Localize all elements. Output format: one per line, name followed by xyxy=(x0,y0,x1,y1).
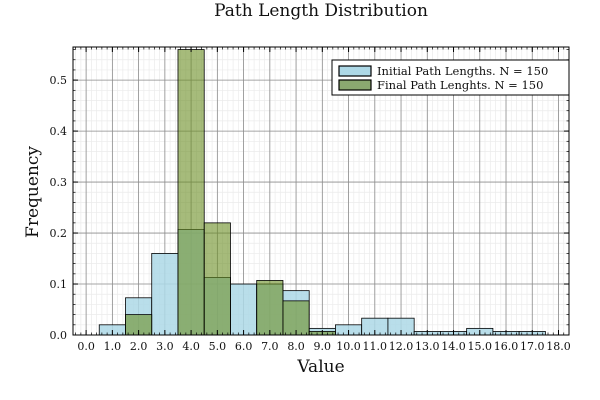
bar-initial xyxy=(230,283,258,336)
bar-final xyxy=(177,49,205,336)
x-tick-label: 12.0 xyxy=(389,340,414,353)
x-tick-label: 10.0 xyxy=(336,340,361,353)
x-tick-label: 15.0 xyxy=(468,340,493,353)
chart-title: Path Length Distribution xyxy=(214,1,428,21)
y-tick-label: 0.1 xyxy=(50,278,68,291)
x-axis-label: Value xyxy=(296,357,344,377)
y-axis-label: Frequency xyxy=(23,146,43,238)
x-tick-label: 11.0 xyxy=(363,340,388,353)
x-tick-label: 2.0 xyxy=(130,340,148,353)
y-tick-label: 0.0 xyxy=(50,329,68,342)
x-tick-label: 0.0 xyxy=(77,340,95,353)
x-tick-label: 13.0 xyxy=(415,340,440,353)
bar-initial xyxy=(151,253,179,336)
x-tick-label: 6.0 xyxy=(235,340,253,353)
y-tick-label: 0.2 xyxy=(50,227,68,240)
legend-swatch-initial xyxy=(338,65,372,77)
bar-final xyxy=(256,280,284,336)
x-tick-label: 1.0 xyxy=(104,340,122,353)
x-tick-label: 18.0 xyxy=(546,340,571,353)
x-tick-label: 17.0 xyxy=(520,340,545,353)
legend-label-initial: Initial Path Lengths. N = 150 xyxy=(377,64,548,78)
x-tick-label: 5.0 xyxy=(209,340,227,353)
x-tick-label: 16.0 xyxy=(494,340,519,353)
axis-ticks: 0.0 1.0 2.0 3.0 4.0 5.0 6.0 7.0 8.0 9.0 10.0 11.0 12… xyxy=(50,47,571,353)
x-tick-label: 7.0 xyxy=(261,340,279,353)
y-tick-label: 0.5 xyxy=(50,74,68,87)
x-tick-label: 8.0 xyxy=(287,340,305,353)
x-tick-label: 4.0 xyxy=(182,340,200,353)
x-tick-label: 14.0 xyxy=(441,340,466,353)
legend: Initial Path Lengths. N = 150 Final Path… xyxy=(331,59,570,96)
x-tick-label: 3.0 xyxy=(156,340,174,353)
y-tick-label: 0.4 xyxy=(50,125,68,138)
x-tick-label: 9.0 xyxy=(314,340,332,353)
bar-final xyxy=(203,222,231,336)
y-tick-label: 0.3 xyxy=(50,176,68,189)
bars xyxy=(98,49,546,336)
bar-final xyxy=(282,300,310,336)
legend-swatch-final xyxy=(338,79,372,91)
plot-frame xyxy=(72,46,570,336)
legend-label-final: Final Path Lenghts. N = 150 xyxy=(377,78,543,92)
